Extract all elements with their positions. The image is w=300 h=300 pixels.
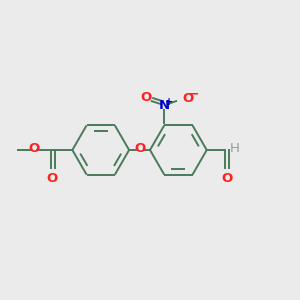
Text: −: − (189, 88, 199, 101)
Text: +: + (165, 97, 173, 107)
Text: O: O (221, 172, 232, 185)
Text: O: O (47, 172, 58, 185)
Text: H: H (230, 142, 240, 155)
Text: O: O (183, 92, 194, 105)
Text: O: O (140, 91, 151, 104)
Text: N: N (159, 99, 170, 112)
Text: O: O (134, 142, 145, 155)
Text: O: O (28, 142, 39, 155)
